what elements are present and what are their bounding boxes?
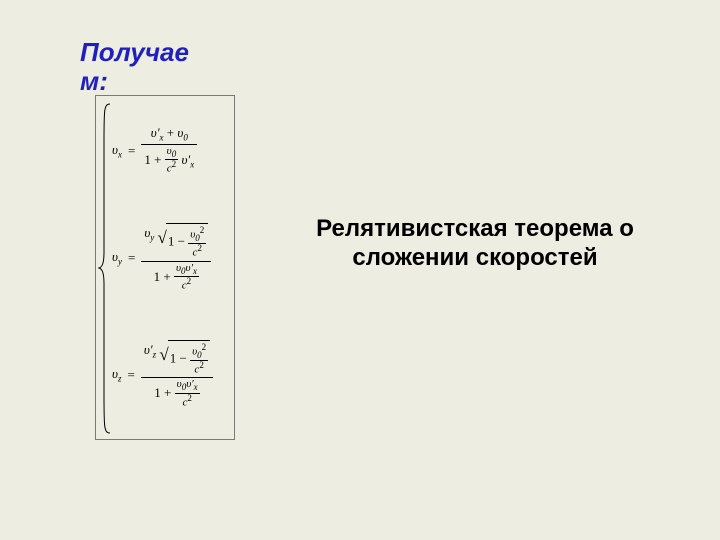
equals-sign: = (125, 367, 136, 383)
left-brace-icon (98, 102, 112, 433)
slide: Получае м: Релятивистская теорема о слож… (0, 0, 720, 540)
lhs-vz: υz (112, 366, 121, 384)
rhs-vx: υ′x + υ0 1 + υ0 c2 (141, 125, 197, 177)
equations-stack: υx = υ′x + υ0 1 + (112, 102, 232, 433)
brace-wrap: υx = υ′x + υ0 1 + (100, 102, 230, 433)
rhs-vz: υ′z √ 1 − υ02 c2 (141, 339, 213, 410)
equals-sign: = (126, 250, 137, 266)
sqrt-icon: √ 1 − υ02 c2 (158, 223, 209, 259)
formula-box: υx = υ′x + υ0 1 + (95, 95, 235, 440)
title-line2: сложении скоростей (352, 244, 597, 271)
lhs-vy: υy (112, 249, 122, 267)
rhs-vy: υy √ 1 − υ02 c2 (141, 222, 211, 293)
header-line1: Получае (80, 37, 189, 67)
title-line1: Релятивистская теорема о (316, 215, 634, 242)
num-vy: υy √ 1 − υ02 c2 (141, 222, 211, 260)
den-vy: 1 + υ0υ′x c2 (151, 262, 202, 294)
den-vx: 1 + υ0 c2 υ′x (141, 145, 197, 177)
equals-sign: = (126, 143, 137, 159)
lhs-vx: υx (112, 142, 122, 160)
sqrt-icon: √ 1 − υ02 c2 (159, 340, 210, 376)
equation-vz: υz = υ′z √ 1 − υ02 (112, 339, 213, 410)
equation-vx: υx = υ′x + υ0 1 + (112, 125, 197, 177)
header-line2: м: (80, 66, 108, 96)
header-text: Получае м: (80, 38, 250, 95)
main-title: Релятивистская теорема о сложении скорос… (265, 215, 685, 273)
num-vz: υ′z √ 1 − υ02 c2 (141, 339, 213, 377)
den-vz: 1 + υ0υ′x c2 (151, 378, 202, 410)
equation-vy: υy = υy √ 1 − υ02 (112, 222, 211, 293)
num-vx: υ′x + υ0 (148, 125, 191, 144)
